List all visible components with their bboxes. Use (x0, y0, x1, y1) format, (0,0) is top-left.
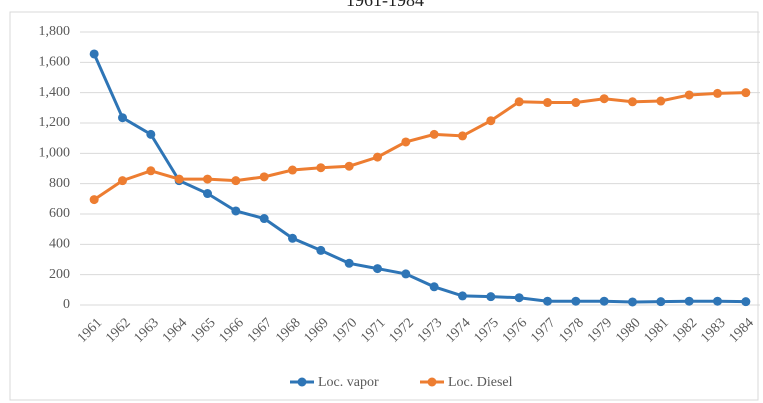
x-tick-label: 1980 (613, 315, 643, 345)
point (628, 297, 637, 307)
y-tick-label: 800 (49, 176, 70, 191)
x-tick-label: 1978 (557, 315, 587, 345)
point (684, 296, 694, 306)
point (713, 296, 722, 306)
x-tick-label: 1974 (443, 315, 473, 345)
point (89, 49, 99, 59)
point (203, 189, 212, 199)
point (146, 166, 156, 176)
x-tick-label: 1976 (500, 315, 530, 345)
series-line (93, 91, 746, 201)
point (741, 88, 751, 98)
point (599, 296, 609, 306)
point (684, 90, 694, 100)
legend-marker (427, 377, 437, 387)
point (174, 174, 184, 184)
point (458, 291, 467, 301)
point (146, 129, 156, 139)
point (656, 96, 666, 106)
point (401, 269, 411, 279)
x-tick-label: 1969 (302, 315, 332, 345)
x-tick-label: 1970 (330, 315, 360, 345)
point (373, 152, 382, 162)
x-tick-label: 1968 (273, 315, 303, 345)
point (118, 113, 127, 123)
y-tick-label: 1,200 (39, 115, 71, 130)
y-tick-label: 200 (49, 267, 70, 282)
legend-label: Loc. Diesel (448, 375, 513, 390)
point (571, 296, 581, 306)
point (288, 165, 297, 175)
chart-title: 1961-1984 (346, 0, 424, 10)
x-tick-label: 1979 (585, 315, 615, 345)
series-line (92, 53, 746, 304)
point (713, 88, 722, 98)
y-tick-label: 0 (63, 297, 70, 312)
x-tick-label: 1977 (528, 315, 558, 345)
x-tick-label: 1973 (415, 315, 445, 345)
x-tick-label: 1981 (642, 315, 672, 345)
y-tick-label: 400 (49, 237, 70, 252)
y-tick-label: 1,600 (39, 55, 71, 70)
point (741, 297, 751, 307)
point (316, 163, 326, 173)
legend-marker (297, 377, 307, 387)
point (628, 97, 637, 107)
legend-label: Loc. vapor (318, 375, 379, 390)
point (373, 264, 382, 274)
point (429, 129, 439, 139)
point (259, 214, 269, 224)
x-tick-label: 1967 (245, 315, 275, 345)
x-tick-label: 1972 (387, 315, 417, 345)
y-tick-label: 600 (49, 206, 70, 221)
x-tick-label: 1963 (132, 315, 162, 345)
chart-frame (9, 11, 759, 401)
point (571, 98, 581, 108)
point (259, 172, 269, 182)
x-tick-label: 1984 (727, 315, 757, 345)
x-tick-label: 1975 (472, 315, 502, 345)
point (401, 137, 411, 147)
point (203, 174, 212, 184)
point (514, 293, 524, 303)
x-tick-label: 1964 (160, 315, 190, 345)
point (344, 161, 354, 171)
y-tick-label: 1,000 (39, 146, 71, 161)
point (316, 245, 326, 255)
x-tick-label: 1983 (698, 315, 728, 345)
x-tick-label: 1982 (670, 315, 700, 345)
point (118, 176, 127, 186)
point (344, 258, 354, 268)
point (288, 233, 297, 243)
point (486, 116, 496, 126)
point (486, 292, 496, 302)
point (656, 297, 666, 307)
point (543, 98, 552, 108)
x-tick-label: 1962 (103, 315, 133, 345)
point (231, 176, 241, 186)
point (231, 206, 241, 216)
y-tick-label: 1,800 (39, 24, 71, 39)
point (599, 94, 609, 104)
point (543, 296, 552, 306)
x-tick-label: 1971 (358, 315, 388, 345)
point (89, 195, 99, 205)
x-tick-label: 1965 (188, 315, 218, 345)
x-tick-label: 1961 (75, 315, 105, 345)
y-tick-label: 1,400 (39, 85, 71, 100)
point (458, 131, 467, 141)
x-tick-label: 1966 (217, 315, 247, 345)
point (429, 282, 439, 292)
point (514, 97, 524, 107)
